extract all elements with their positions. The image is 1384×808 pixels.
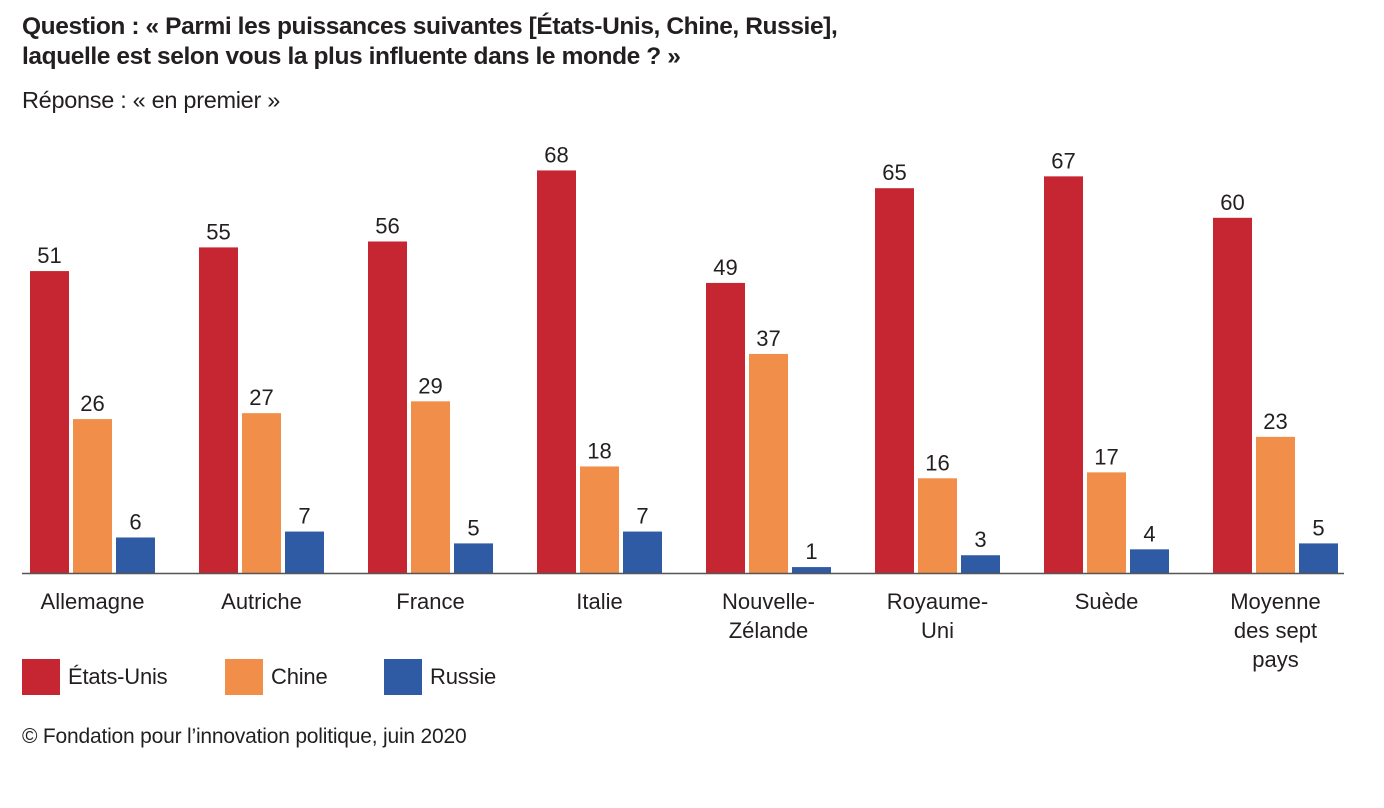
bars-layer xyxy=(30,170,1338,574)
value-label-etats-unis-france: 56 xyxy=(375,213,399,238)
bar-russie-royaume-uni xyxy=(961,555,1000,573)
bar-russie-moyenne-des-sept-pays xyxy=(1299,543,1338,573)
value-label-chine-suede: 17 xyxy=(1094,444,1118,469)
category-label-line: Allemagne xyxy=(41,589,145,614)
legend-swatch-russie xyxy=(384,659,422,695)
bar-chine-nouvelle-zelande xyxy=(749,353,788,573)
value-label-chine-royaume-uni: 16 xyxy=(925,450,949,475)
category-label-line: pays xyxy=(1252,647,1298,672)
bar-etats-unis-suede xyxy=(1044,176,1083,574)
value-label-russie-autriche: 7 xyxy=(298,504,310,529)
legend-label-etats-unis: États-Unis xyxy=(68,664,168,689)
value-label-etats-unis-italie: 68 xyxy=(544,142,568,167)
value-label-chine-france: 29 xyxy=(418,373,442,398)
legend-label-russie: Russie xyxy=(430,664,497,689)
bar-russie-nouvelle-zelande xyxy=(792,567,831,573)
bar-etats-unis-moyenne-des-sept-pays xyxy=(1213,217,1252,574)
value-label-chine-nouvelle-zelande: 37 xyxy=(756,326,780,351)
category-label-line: Moyenne xyxy=(1230,589,1321,614)
value-label-russie-allemagne: 6 xyxy=(129,509,141,534)
category-label-line: France xyxy=(396,589,464,614)
bar-etats-unis-france xyxy=(368,241,407,574)
chart-title: Question : « Parmi les puissances suivan… xyxy=(22,12,838,72)
value-label-chine-moyenne-des-sept-pays: 23 xyxy=(1263,409,1287,434)
category-labels-layer: Allemagne Autriche France Italie Nouvelle- Zé… xyxy=(41,589,1321,672)
chart-title-line-2: laquelle est selon vous la plus influent… xyxy=(22,43,681,70)
legend-swatch-etats-unis xyxy=(22,659,60,695)
legend-swatch-chine xyxy=(225,659,263,695)
bar-russie-autriche xyxy=(285,531,324,573)
value-labels-layer: 51 26 6 55 27 7 56 29 5 68 18 7 49 37 1 65 16 3 67 17 4 60 23 5 xyxy=(37,142,1324,564)
bar-chine-italie xyxy=(580,466,619,573)
category-label-line: Suède xyxy=(1075,589,1139,614)
value-label-russie-moyenne-des-sept-pays: 5 xyxy=(1312,515,1324,540)
legend: États-Unis Chine Russie xyxy=(0,659,600,695)
chart-title-line-1: Question : « Parmi les puissances suivan… xyxy=(22,13,838,40)
bar-russie-france xyxy=(454,543,493,573)
category-label-suede: Suède xyxy=(1075,589,1139,614)
bar-chine-moyenne-des-sept-pays xyxy=(1256,436,1295,573)
bar-chine-france xyxy=(411,401,450,573)
bar-chine-royaume-uni xyxy=(918,478,957,573)
value-label-chine-autriche: 27 xyxy=(249,385,273,410)
chart-subtitle: Réponse : « en premier » xyxy=(22,87,280,113)
bar-etats-unis-allemagne xyxy=(30,271,69,573)
category-label-autriche: Autriche xyxy=(221,589,302,614)
category-label-line: Autriche xyxy=(221,589,302,614)
category-label-line: Royaume- xyxy=(887,589,988,614)
value-label-russie-royaume-uni: 3 xyxy=(974,527,986,552)
category-label-line: Uni xyxy=(921,618,954,643)
category-label-nouvelle-zelande: Nouvelle- Zélande xyxy=(722,589,815,643)
category-label-line: Zélande xyxy=(729,618,809,643)
bar-chine-suede xyxy=(1087,472,1126,573)
value-label-etats-unis-royaume-uni: 65 xyxy=(882,160,906,185)
bar-chart: 5126655277562956818749371651636717460235… xyxy=(22,142,1344,672)
bar-etats-unis-autriche xyxy=(199,247,238,573)
category-label-moyenne-des-sept-pays: Moyenne des sept pays xyxy=(1230,589,1321,672)
value-label-etats-unis-nouvelle-zelande: 49 xyxy=(713,255,737,280)
bar-russie-allemagne xyxy=(116,537,155,573)
source-footer: © Fondation pour l’innovation politique,… xyxy=(22,725,467,748)
legend-label-chine: Chine xyxy=(271,664,328,689)
value-label-russie-italie: 7 xyxy=(636,504,648,529)
category-label-line: Nouvelle- xyxy=(722,589,815,614)
value-label-chine-italie: 18 xyxy=(587,438,611,463)
legend-item-russie: Russie xyxy=(384,659,496,695)
bar-russie-italie xyxy=(623,531,662,573)
legend-item-chine: Chine xyxy=(225,659,328,695)
category-label-royaume-uni: Royaume- Uni xyxy=(887,589,988,643)
value-label-russie-nouvelle-zelande: 1 xyxy=(805,539,817,564)
value-label-russie-france: 5 xyxy=(467,515,479,540)
bar-chine-allemagne xyxy=(73,419,112,573)
value-label-etats-unis-moyenne-des-sept-pays: 60 xyxy=(1220,190,1244,215)
bar-etats-unis-royaume-uni xyxy=(875,188,914,573)
value-label-russie-suede: 4 xyxy=(1143,521,1155,546)
category-label-allemagne: Allemagne xyxy=(41,589,145,614)
category-label-line: des sept xyxy=(1234,618,1317,643)
bar-etats-unis-italie xyxy=(537,170,576,573)
value-label-etats-unis-suede: 67 xyxy=(1051,148,1075,173)
value-label-etats-unis-allemagne: 51 xyxy=(37,243,61,268)
category-label-italie: Italie xyxy=(576,589,622,614)
value-label-etats-unis-autriche: 55 xyxy=(206,219,230,244)
category-label-line: Italie xyxy=(576,589,622,614)
legend-item-etats-unis: États-Unis xyxy=(22,659,168,695)
bar-russie-suede xyxy=(1130,549,1169,573)
bar-chine-autriche xyxy=(242,413,281,573)
bar-etats-unis-nouvelle-zelande xyxy=(706,282,745,573)
category-label-france: France xyxy=(396,589,464,614)
value-label-chine-allemagne: 26 xyxy=(80,391,104,416)
